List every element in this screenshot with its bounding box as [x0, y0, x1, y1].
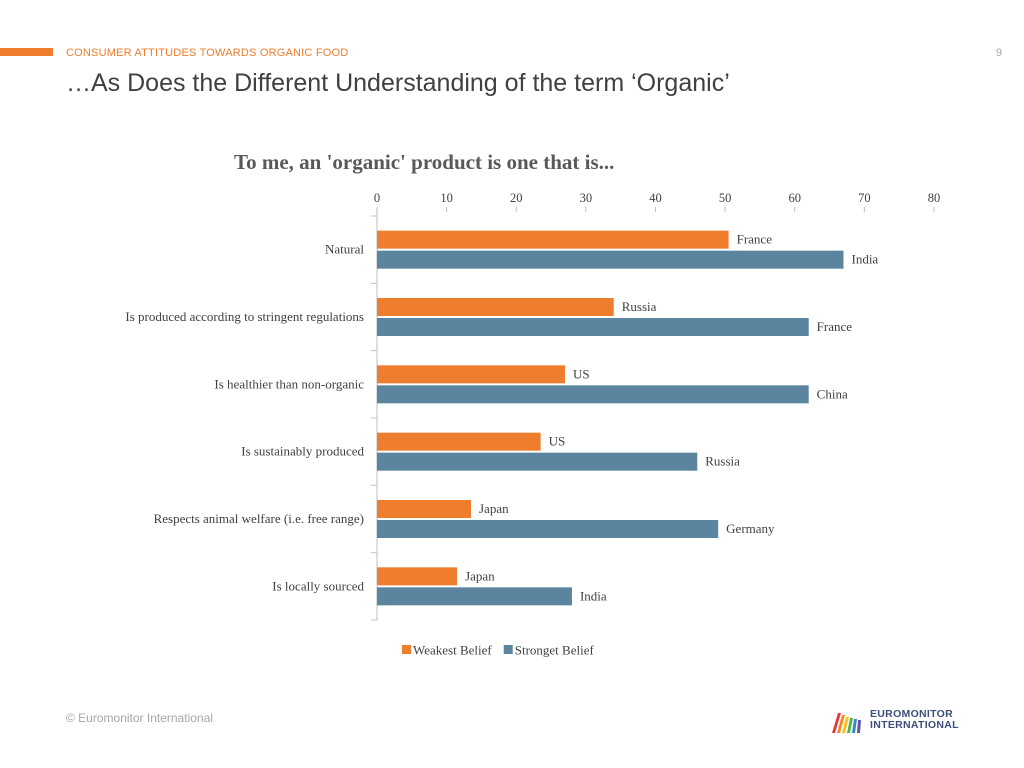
category-label: Is sustainably produced	[241, 444, 364, 459]
category-label: Natural	[325, 242, 364, 257]
bar	[377, 230, 729, 249]
category-label: Is healthier than non-organic	[214, 376, 364, 391]
page-number: 9	[995, 47, 1002, 59]
bar	[377, 500, 471, 518]
data-label: India	[851, 252, 878, 267]
x-tick-label: 20	[510, 191, 523, 205]
x-tick-label: 80	[928, 191, 941, 205]
legend-swatch	[402, 645, 411, 654]
x-tick-label: 10	[440, 191, 453, 205]
data-label: India	[580, 588, 607, 603]
data-label: Russia	[705, 454, 740, 469]
bar	[377, 432, 541, 451]
x-tick-label: 70	[858, 191, 871, 205]
bar	[377, 318, 809, 336]
logo-line-2: INTERNATIONAL	[870, 719, 959, 731]
accent-bar	[0, 48, 53, 56]
category-label: Respects animal welfare (i.e. free range…	[154, 511, 364, 526]
rainbow-arch-icon	[832, 713, 861, 733]
data-label: Russia	[622, 299, 657, 314]
section-label: CONSUMER ATTITUDES TOWARDS ORGANIC FOOD	[66, 47, 349, 59]
x-tick-label: 0	[374, 191, 380, 205]
bar	[377, 250, 844, 269]
data-label: US	[549, 434, 566, 449]
data-label: Germany	[726, 521, 775, 536]
logo-text: EUROMONITOR INTERNATIONAL	[870, 709, 959, 731]
category-label: Is produced according to stringent regul…	[125, 309, 364, 324]
bar	[377, 520, 719, 538]
x-tick-label: 60	[789, 191, 802, 205]
x-tick-label: 50	[719, 191, 732, 205]
logo-line-1: EUROMONITOR	[870, 708, 954, 720]
bar	[377, 452, 698, 471]
chart-title: To me, an 'organic' product is one that …	[234, 150, 615, 174]
category-label: Is locally sourced	[272, 578, 364, 593]
data-label: France	[737, 232, 773, 247]
bar	[377, 587, 572, 606]
data-label: Japan	[479, 501, 509, 516]
data-label: Japan	[465, 568, 495, 583]
copyright-footer: © Euromonitor International	[66, 711, 213, 725]
bar	[377, 567, 458, 586]
data-label: France	[817, 319, 853, 334]
bar	[377, 365, 565, 384]
legend-label: Weakest Belief	[413, 643, 492, 658]
slide-title: …As Does the Different Understanding of …	[66, 69, 730, 97]
data-label: China	[817, 386, 848, 401]
legend-label: Stronget Belief	[515, 643, 595, 658]
x-tick-label: 40	[649, 191, 662, 205]
legend-swatch	[503, 645, 513, 654]
x-tick-label: 30	[580, 191, 593, 205]
euromonitor-logo: EUROMONITOR INTERNATIONAL	[830, 707, 970, 737]
bar-chart: 0 10 20 30 40 50 60 70 80 Natural France India Is pr…	[125, 191, 941, 658]
data-label: US	[573, 366, 590, 381]
bar	[377, 298, 614, 316]
bar	[377, 385, 809, 404]
